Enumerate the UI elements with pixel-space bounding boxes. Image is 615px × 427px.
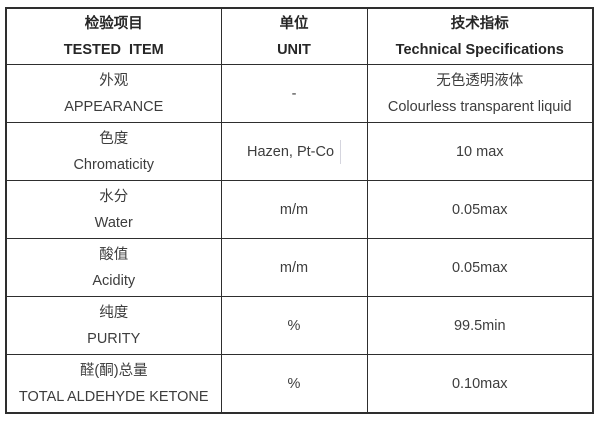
cell-spec-acidity: 0.05max [366,238,594,297]
cell-item-appearance: 外观 APPEARANCE [5,64,222,123]
spec-value: 0.10max [451,375,508,392]
item-zh: 外观 [99,72,129,89]
item-zh: 纯度 [99,304,129,321]
spec-table: 检验项目 TESTED ITEM 单位 UNIT 技术指标 Technical … [5,7,594,414]
cell-item-total-aldehyde-ketone: 醛(酮)总量 TOTAL ALDEHYDE KETONE [5,354,222,414]
cell-spec-chromaticity: 10 max [366,122,594,181]
cell-unit-acidity: m/m [220,238,368,297]
table-row-water: 水分 Water m/m 0.05max [5,180,594,239]
item-zh: 色度 [99,130,129,147]
item-en: TOTAL ALDEHYDE KETONE [18,388,209,405]
cell-item-acidity: 酸值 Acidity [5,238,222,297]
item-en: APPEARANCE [64,98,164,115]
cell-spec-appearance: 无色透明液体 Colourless transparent liquid [366,64,594,123]
header-row: 检验项目 TESTED ITEM 单位 UNIT 技术指标 Technical … [5,7,594,65]
item-zh: 酸值 [99,246,129,263]
item-en: Acidity [92,272,136,289]
header-specifications-zh: 技术指标 [450,15,509,32]
header-specifications-en: Technical Specifications [395,41,564,58]
cell-item-purity: 纯度 PURITY [5,296,222,355]
unit-value: % [287,375,301,392]
cell-item-chromaticity: 色度 Chromaticity [5,122,222,181]
header-tested-item: 检验项目 TESTED ITEM [5,7,222,65]
table-row-appearance: 外观 APPEARANCE - 无色透明液体 Colourless transp… [5,64,594,123]
unit-value: % [287,317,301,334]
header-specifications: 技术指标 Technical Specifications [366,7,594,65]
cell-spec-total-aldehyde-ketone: 0.10max [366,354,594,414]
unit-value: - [291,85,297,102]
cell-item-water: 水分 Water [5,180,222,239]
cell-unit-purity: % [220,296,368,355]
spec-value: 0.05max [451,201,508,218]
header-tested-item-zh: 检验项目 [84,15,143,32]
item-zh: 醛(酮)总量 [79,362,148,379]
table-row-purity: 纯度 PURITY % 99.5min [5,296,594,355]
table-row-acidity: 酸值 Acidity m/m 0.05max [5,238,594,297]
spec-value: 0.05max [451,259,508,276]
spec-en: Colourless transparent liquid [387,98,572,115]
spec-value: 99.5min [453,317,506,334]
item-en: Chromaticity [73,156,155,173]
item-en: Water [94,214,133,231]
unit-value: m/m [279,201,309,218]
cell-unit-water: m/m [220,180,368,239]
unit-value: Hazen, Pt-Co [246,143,335,160]
cell-spec-purity: 99.5min [366,296,594,355]
header-unit: 单位 UNIT [220,7,368,65]
cell-unit-appearance: - [220,64,368,123]
header-tested-item-en: TESTED ITEM [63,41,164,58]
header-unit-zh: 单位 [279,15,309,32]
spec-zh: 无色透明液体 [436,72,524,89]
table-row-total-aldehyde-ketone: 醛(酮)总量 TOTAL ALDEHYDE KETONE % 0.10max [5,354,594,414]
item-zh: 水分 [99,188,129,205]
header-unit-en: UNIT [277,41,311,58]
caret-artifact [340,139,342,164]
cell-spec-water: 0.05max [366,180,594,239]
table-row-chromaticity: 色度 Chromaticity Hazen, Pt-Co 10 max [5,122,594,181]
unit-value: m/m [279,259,309,276]
item-en: PURITY [87,330,141,347]
cell-unit-chromaticity: Hazen, Pt-Co [220,122,368,181]
spec-value: 10 max [455,143,504,160]
cell-unit-total-aldehyde-ketone: % [220,354,368,414]
